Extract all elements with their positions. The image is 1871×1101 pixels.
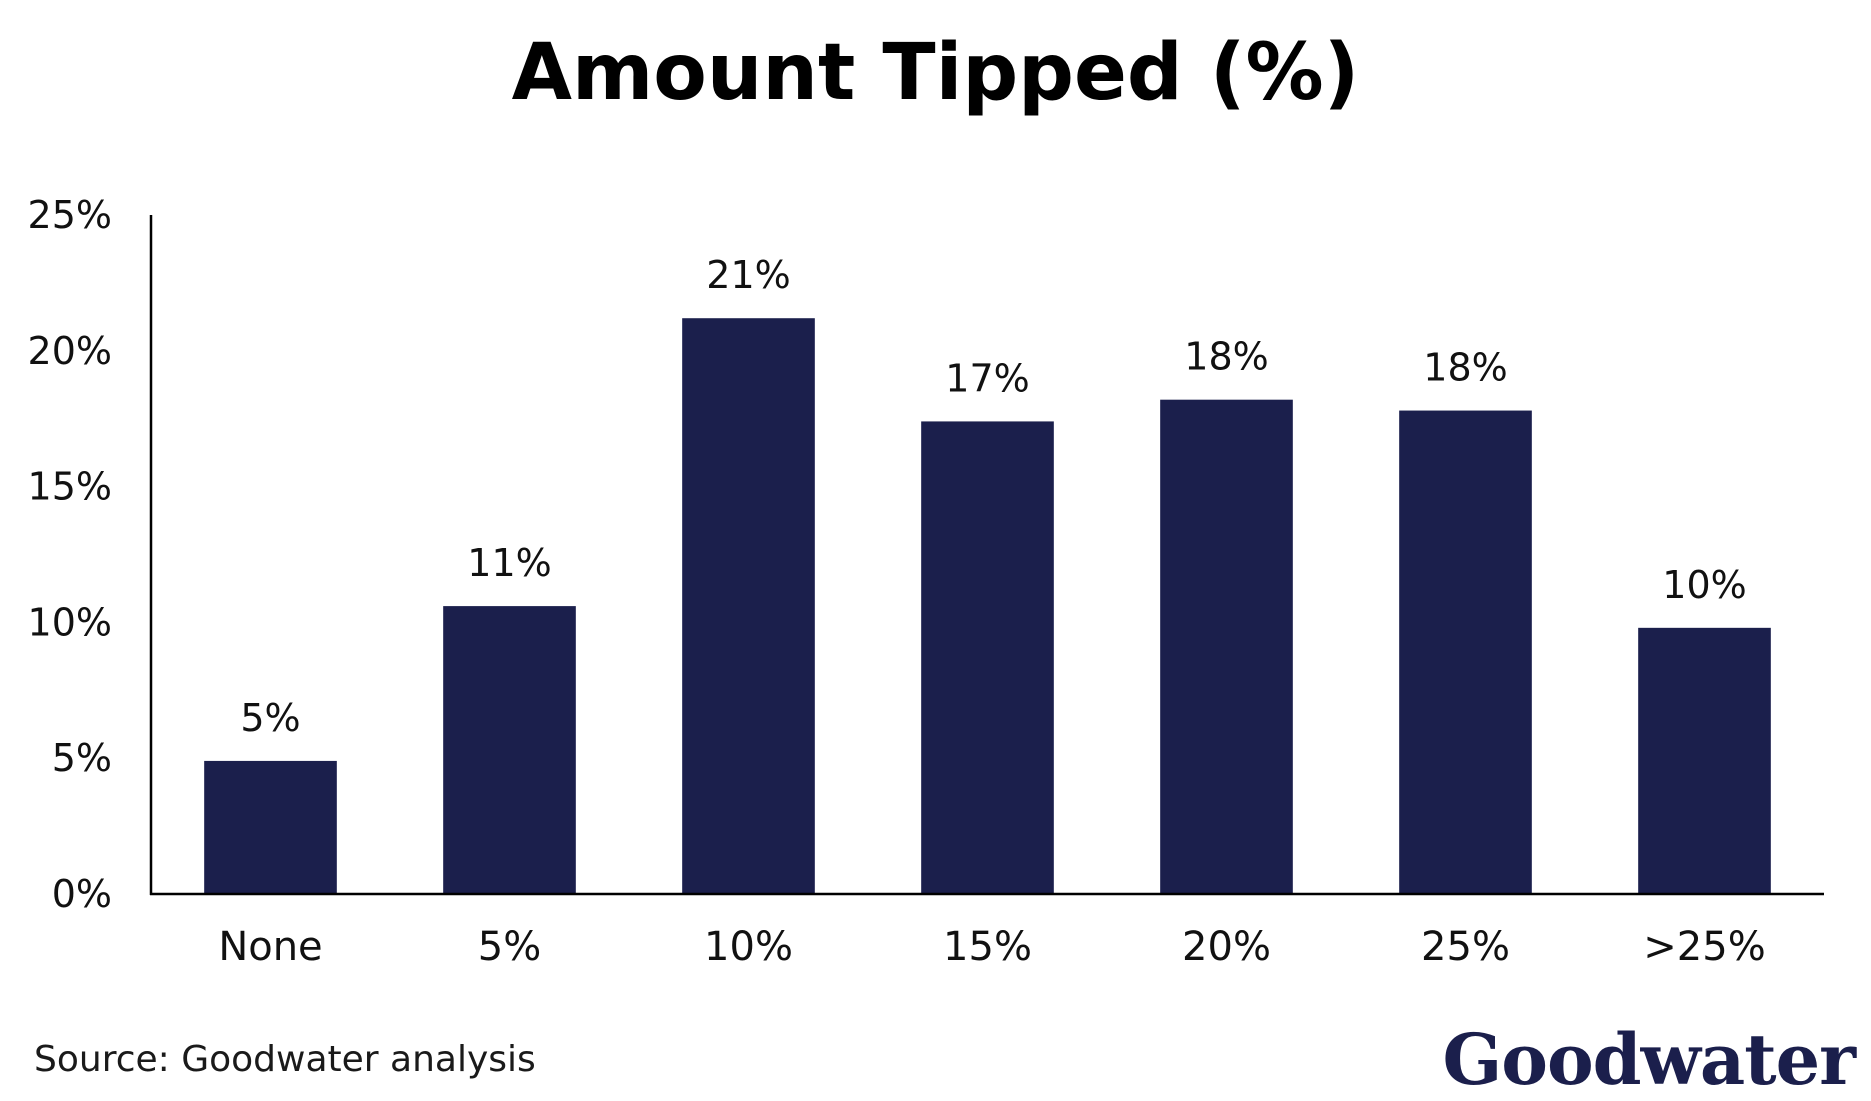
data-label: 5% xyxy=(240,696,300,740)
y-axis-tick-labels: 0% 5% 10% 15% 20% 25% xyxy=(28,193,112,916)
bar xyxy=(204,760,337,894)
goodwater-logo: Goodwater xyxy=(1442,1018,1856,1101)
y-tick-label: 25% xyxy=(28,193,112,237)
bar xyxy=(1399,410,1532,894)
data-label: 11% xyxy=(467,541,551,585)
x-tick-label: None xyxy=(218,924,322,970)
y-tick-label: 0% xyxy=(52,872,112,916)
bar xyxy=(921,421,1054,894)
bar xyxy=(682,318,815,894)
y-tick-label: 5% xyxy=(52,736,112,780)
axes xyxy=(149,215,1824,896)
data-label: 18% xyxy=(1184,335,1268,379)
data-label: 10% xyxy=(1662,563,1746,607)
bar xyxy=(1160,399,1293,894)
data-labels: 5% 11% 21% 17% 18% 18% 10% xyxy=(240,253,1746,740)
y-tick-label: 10% xyxy=(28,600,112,644)
x-tick-label: 20% xyxy=(1182,924,1271,970)
bars xyxy=(204,318,1771,894)
x-axis-tick-labels: None 5% 10% 15% 20% 25% >25% xyxy=(218,924,1765,970)
bar xyxy=(443,606,576,894)
source-note: Source: Goodwater analysis xyxy=(34,1039,536,1080)
bar xyxy=(1638,627,1771,894)
data-label: 21% xyxy=(706,253,790,297)
x-tick-label: 15% xyxy=(943,924,1032,970)
x-tick-label: 25% xyxy=(1421,924,1510,970)
data-label: 17% xyxy=(945,356,1029,400)
y-tick-label: 20% xyxy=(28,329,112,373)
x-tick-label: 10% xyxy=(704,924,793,970)
x-tick-label: >25% xyxy=(1643,924,1765,970)
y-tick-label: 15% xyxy=(28,465,112,509)
data-label: 18% xyxy=(1423,346,1507,390)
chart-title: Amount Tipped (%) xyxy=(511,28,1360,118)
x-tick-label: 5% xyxy=(478,924,541,970)
